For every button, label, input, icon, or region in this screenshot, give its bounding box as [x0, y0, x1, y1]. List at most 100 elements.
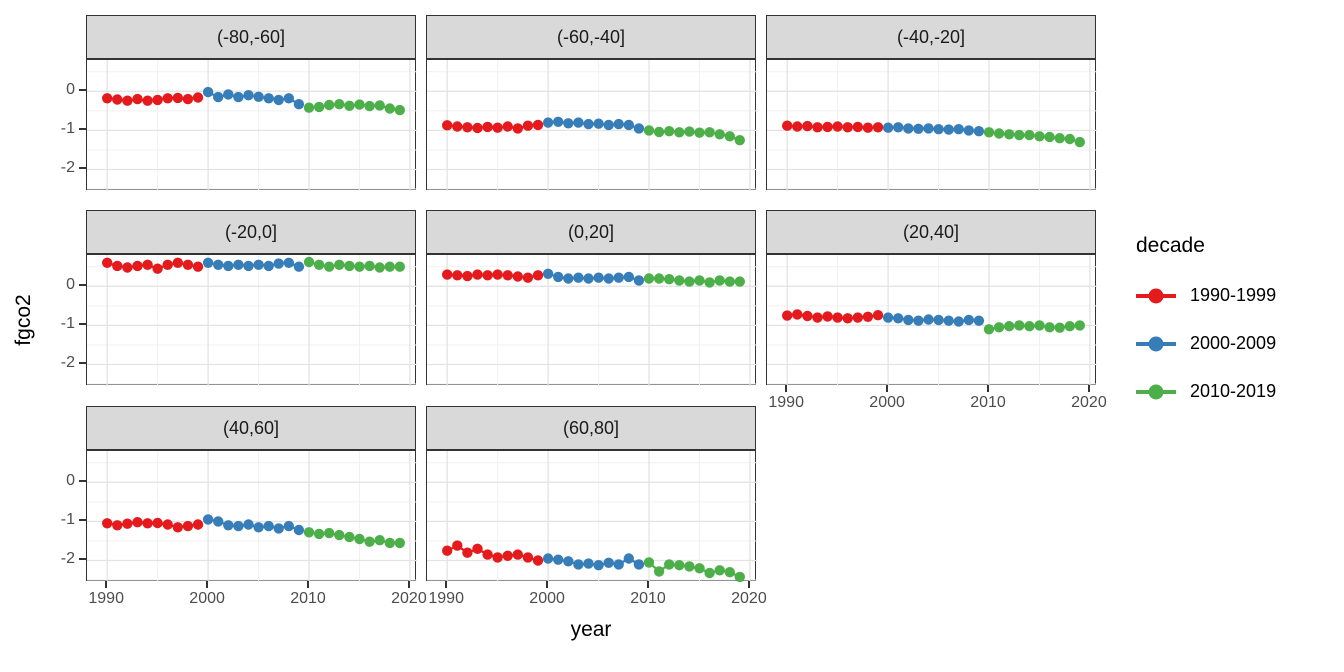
- data-points-2010-2019: [643, 125, 745, 146]
- y-tick-label: -2: [60, 550, 75, 568]
- legend-item-label: 2000-2009: [1190, 333, 1277, 353]
- x-tick-mark: [647, 581, 650, 588]
- y-tick-mark: [79, 519, 86, 522]
- facet-strip: (0,20]: [426, 210, 756, 254]
- facet-strip-label: (0,20]: [567, 221, 615, 242]
- facet-strip-label: (-40,-20]: [896, 26, 966, 47]
- y-tick-mark: [79, 128, 86, 131]
- facet-strip-label: (60,80]: [562, 417, 620, 438]
- facet-strip-label: (40,60]: [222, 417, 280, 438]
- data-points-2010-2019: [643, 273, 745, 288]
- y-tick-label: -2: [60, 354, 75, 372]
- data-points-2010-2019: [303, 99, 405, 116]
- x-tick-label: 2000: [869, 394, 905, 411]
- facet-strip: (-60,-40]: [426, 15, 756, 59]
- facet-strip-label: (20,40]: [902, 221, 960, 242]
- data-points-1990-1999: [442, 269, 544, 283]
- facet-panel-7: [426, 450, 757, 582]
- legend-item-label: 2010-2019: [1190, 381, 1277, 401]
- data-points-2000-2009: [202, 514, 305, 536]
- facet-strip: (20,40]: [766, 210, 1096, 254]
- data-points-2000-2009: [202, 86, 305, 110]
- facet-plot-area: [767, 60, 1097, 191]
- x-tick-mark: [445, 581, 448, 588]
- grid-minor: [427, 451, 757, 582]
- data-points-2010-2019: [983, 320, 1085, 335]
- y-tick-mark: [79, 480, 86, 483]
- data-points-1990-1999: [102, 257, 204, 274]
- facet-strip: (-20,0]: [86, 210, 416, 254]
- x-tick-mark: [886, 385, 889, 392]
- facet-panel-4: [426, 254, 757, 386]
- y-tick-mark: [79, 558, 86, 561]
- x-tick-label: 2010: [290, 590, 326, 607]
- data-points-2000-2009: [882, 312, 985, 327]
- y-tick-label: -2: [60, 159, 75, 177]
- facet-panel-3: [86, 254, 417, 386]
- y-tick-mark: [79, 323, 86, 326]
- data-points-2010-2019: [983, 127, 1085, 148]
- y-tick-label: 0: [66, 472, 75, 490]
- data-points-2000-2009: [882, 122, 985, 137]
- facet-panel-2: [766, 59, 1097, 191]
- grid-minor: [87, 60, 417, 191]
- facet-strip: (60,80]: [426, 406, 756, 450]
- grid-minor: [87, 451, 417, 582]
- facet-plot-area: [427, 60, 757, 191]
- facet-panel-6: [86, 450, 417, 582]
- legend-key-line-point-icon: [1136, 288, 1176, 303]
- x-tick-mark: [987, 385, 990, 392]
- facet-strip: (-80,-60]: [86, 15, 416, 59]
- grid-major: [87, 60, 417, 191]
- data-points-1990-1999: [782, 309, 884, 324]
- x-tick-label: 2020: [391, 590, 427, 607]
- legend-title: decade: [1136, 234, 1205, 257]
- facet-panel-5: [766, 254, 1097, 386]
- facet-panel-1: [426, 59, 757, 191]
- legend-key-line-point-icon: [1136, 384, 1176, 399]
- facet-strip-label: (-20,0]: [224, 221, 278, 242]
- x-tick-mark: [546, 581, 549, 588]
- y-tick-mark: [79, 89, 86, 92]
- y-tick-label: -1: [60, 511, 75, 529]
- legend-item-1990-1999: 1990-1999: [1134, 285, 1276, 306]
- y-tick-label: 0: [66, 81, 75, 99]
- facet-strip-label: (-60,-40]: [556, 26, 626, 47]
- data-points-2000-2009: [542, 116, 645, 134]
- y-tick-label: -1: [60, 315, 75, 333]
- x-tick-label: 2010: [630, 590, 666, 607]
- x-tick-label: 2000: [529, 590, 565, 607]
- x-tick-label: 1990: [428, 590, 464, 607]
- x-tick-label: 2010: [970, 394, 1006, 411]
- grid-minor: [427, 60, 757, 191]
- legend-key-line-point-icon: [1136, 336, 1176, 351]
- data-points-2010-2019: [643, 557, 745, 582]
- facet-strip-label: (-80,-60]: [216, 26, 286, 47]
- data-points-1990-1999: [442, 540, 544, 566]
- grid-minor: [87, 255, 417, 386]
- legend-item-label: 1990-1999: [1190, 285, 1277, 305]
- x-tick-label: 2000: [189, 590, 225, 607]
- y-tick-mark: [79, 167, 86, 170]
- y-tick-mark: [79, 284, 86, 287]
- legend-item-2000-2009: 2000-2009: [1134, 333, 1276, 354]
- x-tick-label: 2020: [731, 590, 767, 607]
- grid-major: [87, 451, 417, 582]
- grid-major: [87, 255, 417, 386]
- y-tick-label: 0: [66, 276, 75, 294]
- data-points-1990-1999: [782, 120, 884, 133]
- data-points-2000-2009: [542, 268, 645, 286]
- facet-plot-area: [87, 451, 417, 582]
- x-tick-mark: [747, 581, 750, 588]
- data-points-2010-2019: [303, 527, 405, 549]
- data-points-1990-1999: [442, 119, 544, 134]
- x-tick-label: 1990: [768, 394, 804, 411]
- y-tick-mark: [79, 362, 86, 365]
- y-tick-label: -1: [60, 120, 75, 138]
- x-tick-label: 2020: [1071, 394, 1107, 411]
- data-points-2010-2019: [303, 256, 405, 273]
- y-axis-title: fgco2: [12, 294, 35, 346]
- facet-panel-0: [86, 59, 417, 191]
- x-tick-label: 1990: [88, 590, 124, 607]
